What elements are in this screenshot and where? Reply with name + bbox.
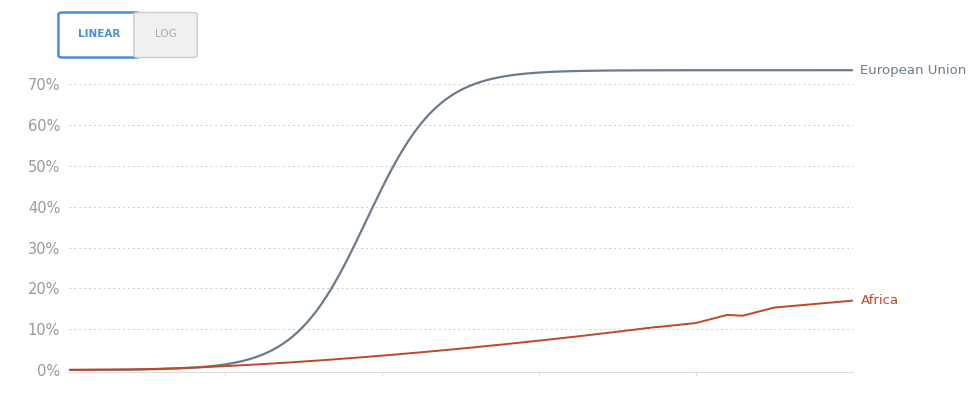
Text: Africa: Africa [860,294,899,307]
Text: LOG: LOG [155,29,176,39]
FancyBboxPatch shape [59,12,140,58]
Text: LINEAR: LINEAR [78,29,121,39]
FancyBboxPatch shape [134,12,197,58]
Text: European Union: European Union [860,64,966,77]
